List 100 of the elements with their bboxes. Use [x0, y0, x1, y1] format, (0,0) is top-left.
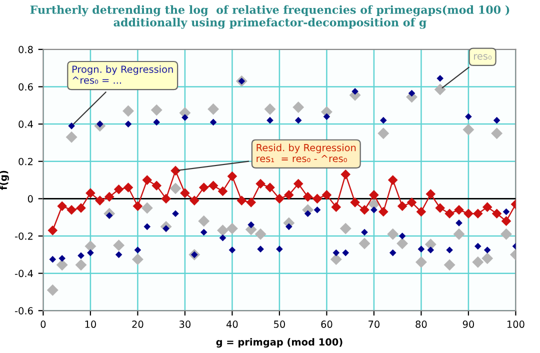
point [95, 196, 105, 206]
annotation: Progn. by Regression ^res₀ = ... [72, 65, 173, 84]
point [427, 246, 434, 254]
point [342, 249, 349, 256]
point [228, 172, 237, 181]
point [180, 188, 190, 198]
point [407, 198, 416, 208]
point [153, 118, 160, 126]
x-tick-label: 50 [274, 320, 285, 328]
point [208, 181, 218, 190]
point [78, 252, 84, 259]
point [57, 202, 67, 211]
x-axis-title: g = primgap (mod 100) [216, 338, 342, 348]
y-tick-label: 0.6 [18, 83, 33, 91]
point [84, 240, 96, 252]
point [104, 192, 114, 202]
point [68, 122, 75, 130]
point [474, 242, 482, 250]
point [294, 116, 302, 124]
point [276, 246, 283, 252]
point [210, 118, 217, 126]
point [115, 251, 122, 258]
point [361, 228, 368, 236]
point [453, 228, 465, 240]
point [124, 120, 132, 128]
point [473, 208, 483, 218]
point [66, 205, 76, 215]
point [286, 223, 292, 230]
x-tick-label: 40 [226, 320, 238, 328]
point [265, 182, 275, 192]
point [465, 113, 472, 120]
point [330, 254, 342, 266]
point [134, 246, 142, 254]
point [75, 259, 87, 271]
point [340, 222, 352, 234]
point [49, 256, 56, 263]
point [170, 182, 182, 194]
point [217, 224, 228, 236]
y-tick-label: 0.8 [18, 46, 33, 54]
point [314, 206, 321, 214]
x-tick-label: 10 [85, 320, 96, 328]
point [456, 220, 462, 226]
point [446, 246, 453, 254]
point [454, 205, 464, 215]
point [408, 90, 416, 97]
point [264, 103, 276, 115]
point [46, 284, 58, 296]
point [199, 182, 208, 192]
point [416, 207, 426, 216]
point [294, 179, 303, 188]
point [218, 186, 228, 196]
point [444, 208, 454, 218]
point [246, 198, 256, 208]
point [388, 175, 398, 185]
point [248, 221, 254, 228]
point [113, 240, 125, 252]
point [161, 194, 171, 204]
point [398, 232, 406, 240]
point [502, 208, 510, 216]
point [66, 131, 78, 143]
x-tick-label: 20 [132, 320, 144, 328]
point [332, 249, 340, 256]
point [303, 192, 312, 202]
point [58, 254, 66, 262]
point [352, 88, 358, 95]
point [257, 246, 264, 252]
point [350, 198, 360, 208]
point [415, 256, 427, 268]
point [254, 228, 266, 240]
point [380, 116, 387, 124]
point [500, 228, 512, 240]
point [387, 228, 399, 240]
point [48, 226, 58, 236]
point [144, 223, 151, 230]
point [426, 189, 436, 199]
point [435, 203, 445, 213]
y-tick-label: -0.4 [14, 270, 33, 278]
chart-title: Furtherly detrending the log of relative frequencies of primegaps(mod 100 ) additionally using primefactor-decomposition of g [30, 5, 510, 29]
point [266, 116, 274, 124]
x-tick-label: 80 [416, 320, 427, 328]
point [323, 113, 330, 120]
x-tick-label: 0 [40, 320, 46, 328]
point [502, 216, 511, 226]
x-tick-label: 100 [507, 320, 524, 328]
point [141, 202, 153, 214]
point [332, 202, 341, 212]
point [398, 202, 407, 211]
point [170, 166, 180, 176]
point [378, 207, 388, 216]
point [312, 194, 322, 204]
point [226, 222, 238, 234]
point [418, 246, 425, 252]
x-tick-label: 90 [462, 320, 474, 328]
point [237, 196, 246, 206]
y-tick-label: 0.4 [18, 120, 33, 128]
point [219, 234, 226, 242]
point [200, 228, 208, 236]
point [360, 205, 370, 215]
y-tick-label: -0.2 [14, 232, 33, 240]
point [304, 210, 312, 218]
